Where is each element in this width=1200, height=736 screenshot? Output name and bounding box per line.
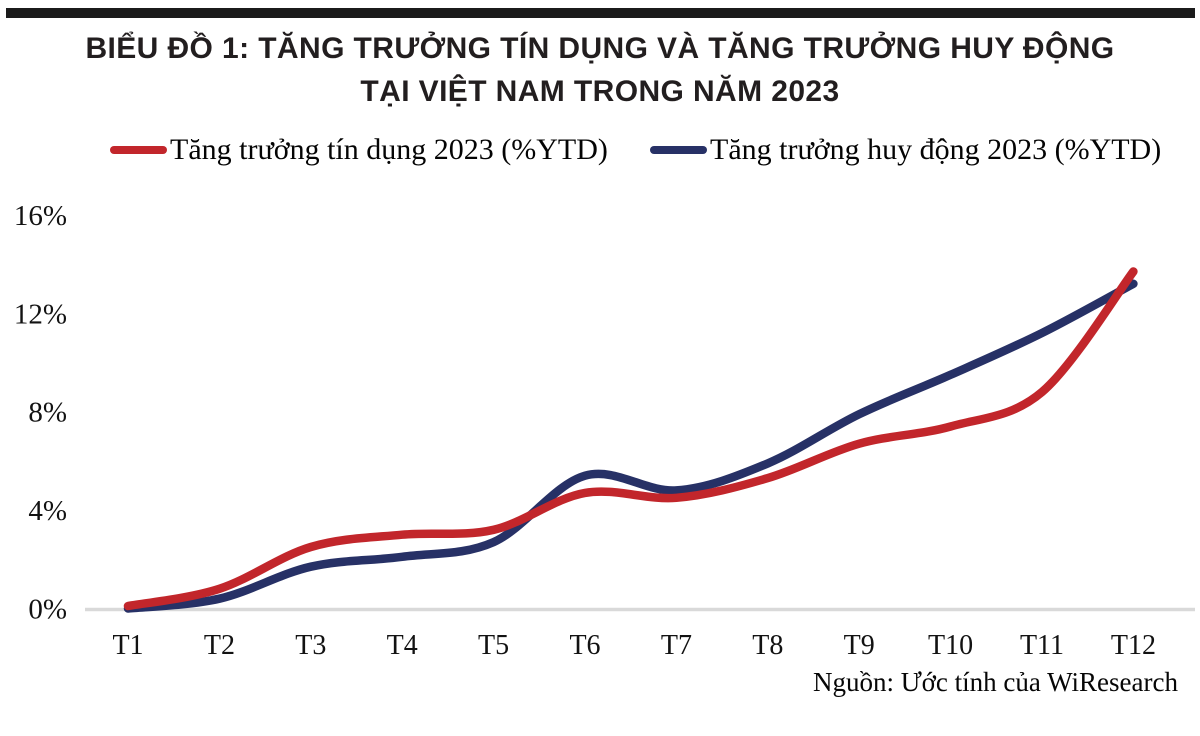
chart-title: BIỂU ĐỒ 1: TĂNG TRƯỞNG TÍN DỤNG VÀ TĂNG … (0, 27, 1200, 113)
x-axis-tick: T8 (752, 630, 783, 661)
y-axis-tick: 8% (28, 397, 67, 429)
deposit-series-swatch (650, 146, 707, 154)
y-axis-tick: 12% (14, 298, 67, 330)
credit-series-swatch (110, 146, 167, 154)
x-axis-tick: T6 (569, 630, 600, 661)
y-axis-tick: 4% (28, 495, 67, 527)
top-divider-rule (6, 8, 1195, 18)
y-axis-tick: 0% (28, 594, 67, 626)
x-axis-tick: T3 (295, 630, 326, 661)
x-axis-tick: T10 (928, 630, 973, 661)
chart-title-line1: BIỂU ĐỒ 1: TĂNG TRƯỞNG TÍN DỤNG VÀ TĂNG … (85, 32, 1115, 65)
x-axis-tick: T5 (478, 630, 509, 661)
source-note: Nguồn: Ước tính của WiResearch (812, 667, 1178, 697)
x-axis-tick: T1 (112, 630, 143, 661)
credit-growth-line (123, 267, 1138, 611)
y-axis-tick: 16% (14, 200, 67, 232)
x-axis-tick: T12 (1111, 630, 1156, 661)
x-axis-tick: T11 (1020, 630, 1064, 661)
legend-label-deposit: Tăng trưởng huy động 2023 (%YTD) (710, 133, 1162, 166)
x-axis-tick: T9 (844, 630, 875, 661)
x-axis-tick: T7 (661, 630, 692, 661)
legend-item-credit: Tăng trưởng tín dụng 2023 (%YTD) (110, 133, 608, 167)
legend-item-deposit: Tăng trưởng huy động 2023 (%YTD) (650, 133, 1161, 167)
x-axis-tick: T2 (204, 630, 235, 661)
legend-label-credit: Tăng trưởng tín dụng 2023 (%YTD) (170, 133, 608, 166)
chart-title-line2: TẠI VIỆT NAM TRONG NĂM 2023 (360, 75, 840, 108)
deposit-growth-line (123, 279, 1138, 613)
x-axis-tick: T4 (387, 630, 418, 661)
